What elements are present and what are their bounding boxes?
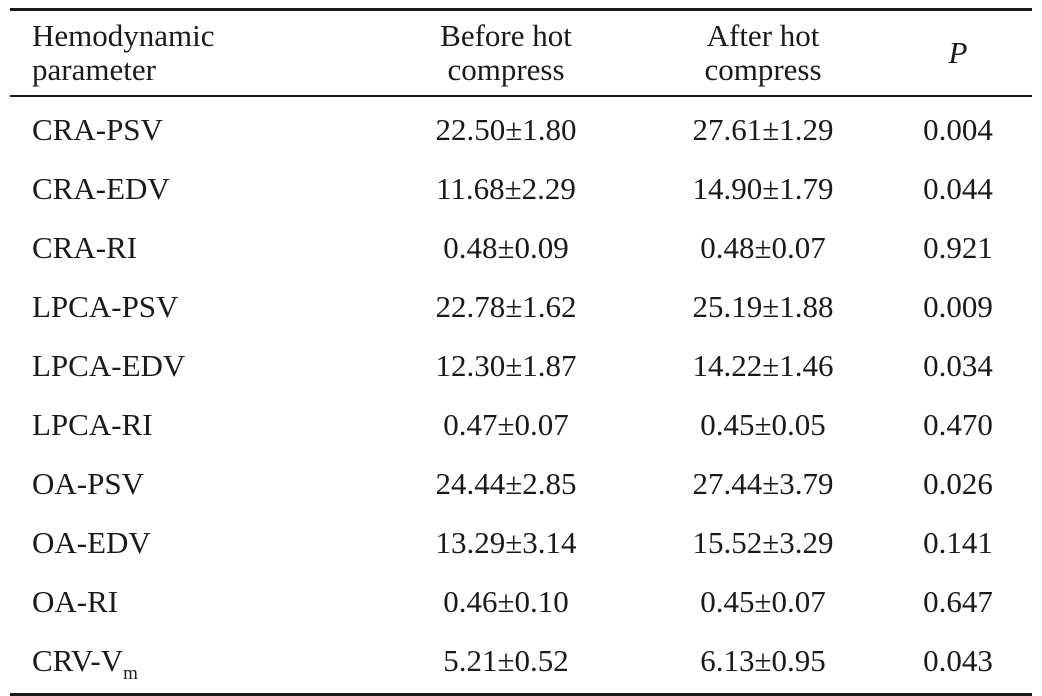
table-top-rule — [10, 8, 1032, 11]
cell-after: 27.61±1.29 — [692, 111, 834, 147]
table-header-row: Hemodynamic parameter Before hot compres… — [10, 11, 1032, 95]
cell-after: 14.90±1.79 — [692, 170, 834, 206]
cell-param-subscript: m — [123, 663, 138, 685]
cell-param: CRA-PSV — [32, 111, 163, 147]
cell-p: 0.034 — [923, 347, 993, 383]
hemodynamic-table: Hemodynamic parameter Before hot compres… — [10, 8, 1032, 696]
header-param: Hemodynamic parameter — [10, 19, 370, 87]
cell-param: CRV-Vm — [10, 643, 370, 683]
table-row: CRA-PSV 22.50±1.80 27.61±1.29 0.004 — [10, 100, 1032, 159]
table-row: LPCA-PSV 22.78±1.62 25.19±1.88 0.009 — [10, 277, 1032, 336]
cell-before: 11.68±2.29 — [436, 170, 576, 206]
header-before: Before hot compress — [370, 19, 642, 87]
cell-p: 0.004 — [923, 111, 993, 147]
cell-param-main: CRV-V — [32, 643, 124, 679]
cell-param: LPCA-RI — [32, 407, 153, 443]
header-p-value: P — [884, 36, 1032, 70]
cell-after: 27.44±3.79 — [692, 466, 834, 502]
cell-before: 0.46±0.10 — [443, 584, 569, 620]
cell-param: OA-PSV — [32, 466, 144, 502]
cell-after: 0.48±0.07 — [700, 229, 826, 265]
cell-before: 24.44±2.85 — [435, 466, 577, 502]
header-param-line-1: Hemodynamic — [32, 18, 215, 53]
table-bottom-rule — [10, 692, 1032, 696]
cell-after: 6.13±0.95 — [700, 643, 826, 679]
table-row: OA-PSV 24.44±2.85 27.44±3.79 0.026 — [10, 455, 1032, 514]
table-header-rule — [10, 95, 1032, 97]
cell-before: 13.29±3.14 — [435, 525, 577, 561]
cell-param: CRA-EDV — [32, 170, 170, 206]
cell-after: 25.19±1.88 — [692, 288, 834, 324]
cell-before: 22.50±1.80 — [435, 111, 577, 147]
cell-p: 0.043 — [923, 643, 993, 679]
cell-p: 0.647 — [923, 584, 993, 620]
header-before-line-2: compress — [447, 52, 565, 87]
header-p-label: P — [948, 35, 968, 70]
cell-p: 0.921 — [923, 229, 993, 265]
cell-before: 12.30±1.87 — [435, 347, 577, 383]
table-row: LPCA-RI 0.47±0.07 0.45±0.05 0.470 — [10, 395, 1032, 454]
table-body: CRA-PSV 22.50±1.80 27.61±1.29 0.004 CRA-… — [10, 97, 1032, 693]
table-row: OA-RI 0.46±0.10 0.45±0.07 0.647 — [10, 573, 1032, 632]
cell-after: 15.52±3.29 — [692, 525, 834, 561]
cell-before: 0.48±0.09 — [443, 229, 569, 265]
table-row: CRV-Vm 5.21±0.52 6.13±0.95 0.043 — [10, 632, 1032, 691]
table-row: CRA-RI 0.48±0.09 0.48±0.07 0.921 — [10, 218, 1032, 277]
cell-param: OA-RI — [32, 584, 119, 620]
cell-before: 22.78±1.62 — [435, 288, 577, 324]
table-row: CRA-EDV 11.68±2.29 14.90±1.79 0.044 — [10, 159, 1032, 218]
cell-p: 0.044 — [923, 170, 993, 206]
header-after: After hot compress — [642, 19, 884, 87]
cell-param: CRA-RI — [32, 229, 138, 265]
cell-p: 0.470 — [923, 407, 993, 443]
cell-after: 0.45±0.07 — [700, 584, 826, 620]
cell-before: 5.21±0.52 — [443, 643, 569, 679]
cell-p: 0.009 — [923, 288, 993, 324]
header-before-line-1: Before hot — [440, 18, 572, 53]
cell-after: 0.45±0.05 — [700, 407, 826, 443]
cell-param: OA-EDV — [32, 525, 151, 561]
table-row: OA-EDV 13.29±3.14 15.52±3.29 0.141 — [10, 514, 1032, 573]
cell-param: LPCA-PSV — [32, 288, 179, 324]
table-row: LPCA-EDV 12.30±1.87 14.22±1.46 0.034 — [10, 336, 1032, 395]
header-after-line-2: compress — [704, 52, 822, 87]
cell-after: 14.22±1.46 — [692, 347, 834, 383]
header-after-line-1: After hot — [706, 18, 820, 53]
cell-p: 0.026 — [923, 466, 993, 502]
cell-p: 0.141 — [923, 525, 993, 561]
header-param-line-2: parameter — [32, 52, 156, 87]
cell-param: LPCA-EDV — [32, 347, 186, 383]
cell-before: 0.47±0.07 — [443, 407, 569, 443]
